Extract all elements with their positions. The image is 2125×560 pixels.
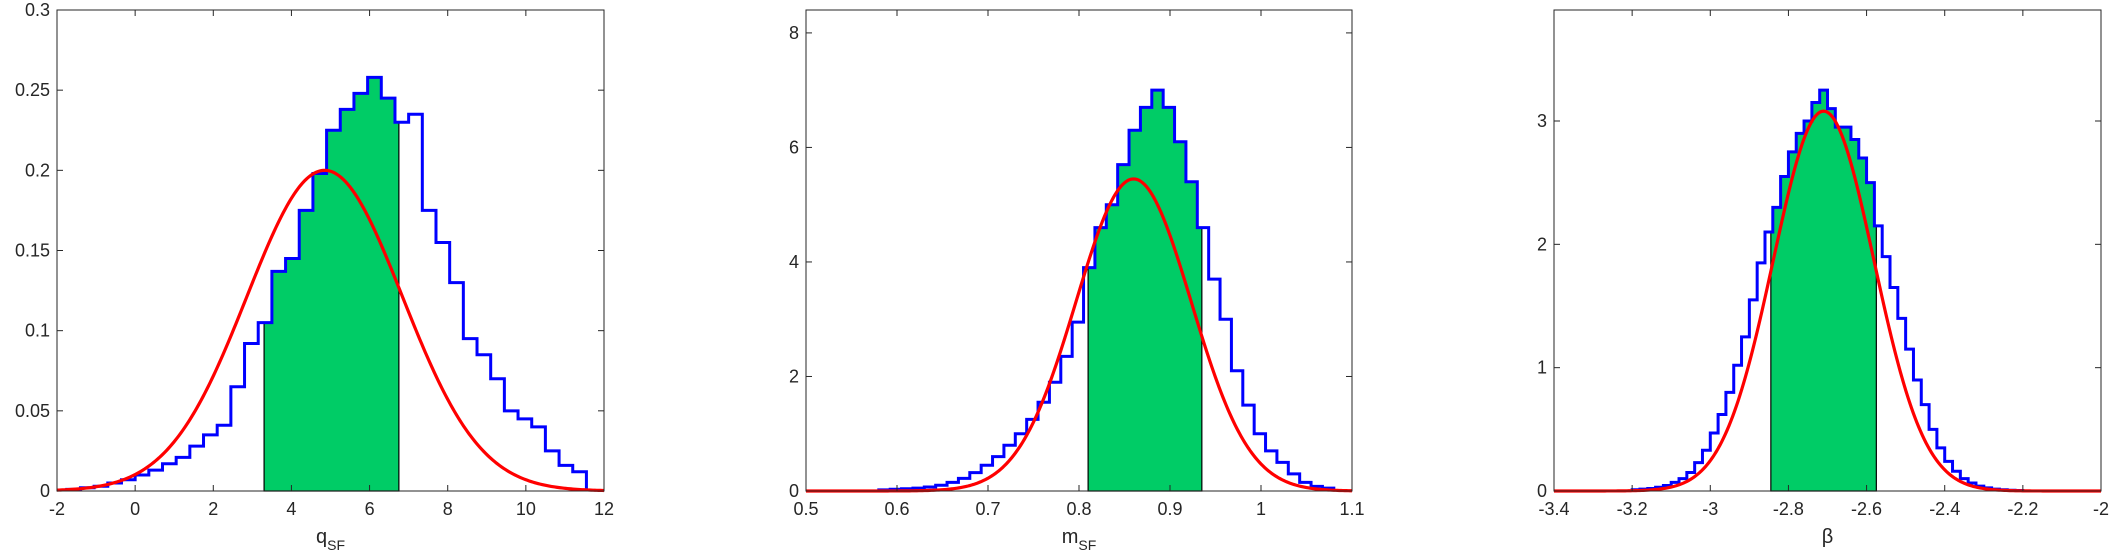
x-tick-label: 0.9: [1157, 499, 1182, 519]
y-tick-label: 0: [40, 481, 50, 501]
y-tick-label: 0.1: [25, 321, 50, 341]
axes-box: [1553, 9, 2102, 492]
x-axis-label: qSF: [316, 526, 345, 553]
x-tick-label: 12: [594, 499, 614, 519]
x-tick-label: -2.8: [1773, 499, 1804, 519]
fit-curve: [56, 168, 605, 493]
x-tick-label: -2.6: [1851, 499, 1882, 519]
x-axis-label: β: [1822, 526, 1834, 548]
chart-panel-3: -3.4 -3.2 -3 -2.8 -2.6 -2.4 -2.2 -2 0 1 2 3 β: [1537, 9, 2109, 548]
x-axis-label-subscript: SF: [1078, 537, 1096, 553]
y-tick-label: 0.2: [25, 160, 50, 180]
x-tick-label: 0.7: [975, 499, 1000, 519]
x-tick-label: -2: [49, 499, 65, 519]
x-tick-label: -2.2: [2007, 499, 2038, 519]
histogram-outline: [1630, 88, 2025, 493]
x-tick-label: 4: [286, 499, 296, 519]
x-tick-label: 0.5: [793, 499, 818, 519]
y-tick-label: 6: [789, 137, 799, 157]
x-tick-label: -2.4: [1929, 499, 1960, 519]
x-tick-label: 1.1: [1339, 499, 1364, 519]
y-tick-label: 2: [789, 366, 799, 386]
x-axis-label-main: q: [316, 526, 327, 548]
x-axis-label-main: m: [1062, 526, 1079, 548]
x-axis-label-subscript: SF: [327, 537, 345, 553]
y-tick-label: 0.3: [25, 0, 50, 20]
x-tick-label: -3.4: [1538, 499, 1569, 519]
x-tick-label: 0.6: [884, 499, 909, 519]
y-tick-label: 4: [789, 252, 799, 272]
y-tick-label: 0.25: [15, 80, 50, 100]
x-tick-label: 0.8: [1066, 499, 1091, 519]
chart-panel-2: 0.5 0.6 0.7 0.8 0.9 1 1.1 0 2 4 6 8 mSF: [789, 9, 1365, 553]
x-tick-label: 6: [365, 499, 375, 519]
x-tick-label: 1: [1256, 499, 1266, 519]
y-tick-label: 0.15: [15, 241, 50, 261]
x-tick-label: 2: [208, 499, 218, 519]
x-tick-label: 8: [443, 499, 453, 519]
y-tick-label: 0.05: [15, 401, 50, 421]
histogram-outline: [65, 75, 588, 491]
y-tick-label: 8: [789, 23, 799, 43]
x-tick-label: 10: [516, 499, 536, 519]
plot-area: [806, 10, 1352, 491]
y-tick-label: 2: [1537, 234, 1547, 254]
y-tick-label: 1: [1537, 358, 1547, 378]
y-tick-label: 3: [1537, 111, 1547, 131]
x-tick-label: 0: [130, 499, 140, 519]
y-tick-label: 0: [789, 481, 799, 501]
x-tick-label: -3.2: [1617, 499, 1648, 519]
y-tick-label: 0: [1537, 481, 1547, 501]
x-axis-label-main: β: [1822, 526, 1834, 548]
x-tick-label: -3: [1702, 499, 1718, 519]
x-axis-label: mSF: [1062, 526, 1097, 553]
x-tick-label: -2: [2093, 499, 2109, 519]
